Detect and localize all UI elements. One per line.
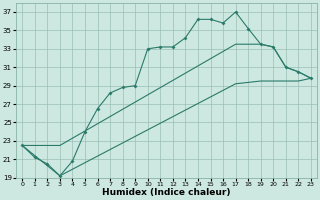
X-axis label: Humidex (Indice chaleur): Humidex (Indice chaleur): [102, 188, 231, 197]
